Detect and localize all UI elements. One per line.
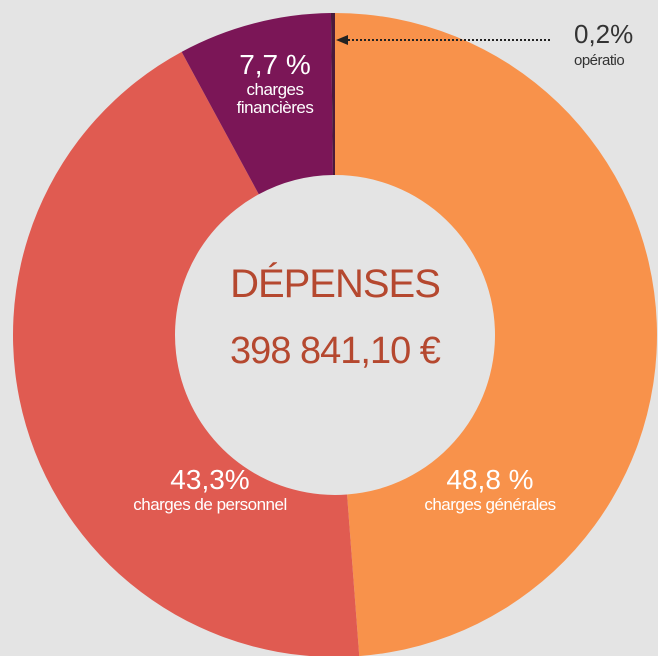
slice-label: 43,3% charges de personnel	[90, 464, 330, 514]
donut-slice	[330, 13, 335, 176]
donut-slice	[13, 51, 360, 656]
category-label: charges générales	[424, 494, 556, 514]
category-label: opératio	[574, 51, 625, 69]
category-label: charges financières	[236, 79, 314, 118]
value-label: 7,7 %	[239, 49, 311, 80]
value-label: 43,3%	[170, 464, 250, 495]
center-value: 398 841,10 €	[230, 330, 441, 372]
slice-label: 0,2% opératio	[574, 20, 658, 69]
center-title: DÉPENSES	[230, 262, 441, 306]
value-label: 0,2%	[574, 19, 634, 49]
donut-slice	[181, 13, 333, 195]
value-label: 48,8 %	[446, 464, 534, 495]
donut-slice	[335, 13, 657, 656]
slice-label: 7,7 % charges financières	[220, 49, 330, 118]
slice-label: 48,8 % charges générales	[390, 464, 590, 514]
category-label: charges de personnel	[133, 494, 287, 514]
pointer-arrowhead	[336, 35, 348, 45]
